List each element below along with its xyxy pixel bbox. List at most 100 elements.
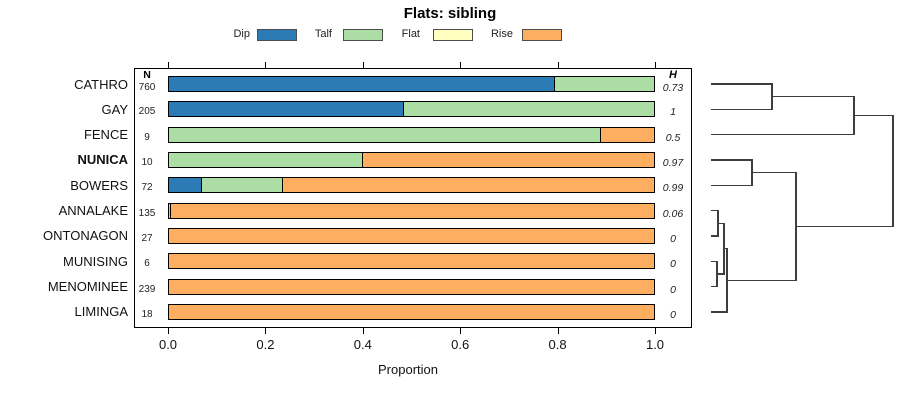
bar-panel-border xyxy=(134,68,692,328)
bar-segment-talf xyxy=(168,126,601,143)
h-value: 0 xyxy=(670,232,676,245)
dendrogram-line-h xyxy=(795,225,893,228)
bar-segment-rise xyxy=(168,278,655,295)
x-tick-top xyxy=(265,62,267,68)
dendrogram-line-h xyxy=(711,209,718,212)
dendrogram-line-h xyxy=(717,222,724,225)
x-tick-bottom xyxy=(557,328,559,334)
n-value: 205 xyxy=(138,106,156,118)
n-value: 9 xyxy=(144,131,150,143)
row-label-menominee: MENOMINEE xyxy=(47,279,128,295)
h-value: 0 xyxy=(670,308,676,321)
bar-segment-rise xyxy=(168,253,655,270)
dendrogram-line-v xyxy=(726,247,728,313)
row-label-ontonagon: ONTONAGON xyxy=(43,228,128,244)
bar-segment-dip xyxy=(168,76,556,92)
h-value: 1 xyxy=(670,106,676,119)
dendrogram-line-v xyxy=(723,222,725,275)
bar-segment-rise xyxy=(168,303,655,320)
row-label-liminga: LIMINGA xyxy=(74,304,128,320)
row-label-cathro: CATHRO xyxy=(74,76,128,92)
chart-title: Flats: sibling xyxy=(403,5,497,22)
n-column-header: N xyxy=(143,69,151,81)
dendrogram-line-h xyxy=(711,108,772,111)
x-axis-label: Proportion xyxy=(378,362,438,377)
dendrogram-line-v xyxy=(892,114,894,228)
x-tick-bottom xyxy=(265,328,267,334)
bar-segment-talf xyxy=(200,177,283,194)
dendrogram-line-h xyxy=(711,260,717,263)
h-value: 0.73 xyxy=(662,82,684,94)
dendrogram-line-v xyxy=(717,209,719,237)
legend-swatch-rise xyxy=(522,29,562,41)
dendrogram-line-v xyxy=(771,83,773,111)
legend-label-rise: Rise xyxy=(490,28,513,40)
bar-segment-rise xyxy=(281,177,655,194)
legend-swatch-dip xyxy=(257,29,297,41)
h-value: 0 xyxy=(670,283,676,296)
h-value: 0.5 xyxy=(665,131,681,144)
n-value: 27 xyxy=(141,232,153,244)
x-tick-label: 1.0 xyxy=(645,337,665,352)
dendrogram-line-h xyxy=(711,235,718,237)
x-tick-label: 0.0 xyxy=(158,337,178,352)
row-label-munising: MUNISING xyxy=(63,253,128,269)
x-tick-label: 0.2 xyxy=(256,337,275,352)
dendrogram-line-v xyxy=(853,95,855,136)
x-tick-bottom xyxy=(460,328,462,334)
bar-segment-talf xyxy=(554,76,655,92)
dendrogram-line-h xyxy=(727,279,796,282)
x-tick-bottom xyxy=(168,328,169,334)
dendrogram-line-h xyxy=(711,159,752,161)
bar-segment-rise xyxy=(599,126,655,143)
dendrogram-line-h xyxy=(711,184,752,187)
legend-label-talf: Talf xyxy=(314,28,332,40)
dendrogram-line-h xyxy=(711,285,717,288)
x-tick-bottom xyxy=(362,328,364,334)
x-tick-label: 0.8 xyxy=(548,337,567,352)
dendrogram-line-h xyxy=(771,95,855,98)
dendrogram-line-h xyxy=(854,114,893,117)
legend-swatch-talf xyxy=(343,29,383,41)
dendrogram-line-v xyxy=(795,171,797,282)
n-value: 10 xyxy=(141,156,153,168)
row-label-gay: GAY xyxy=(101,101,129,117)
dendrogram-line-h xyxy=(711,83,772,85)
n-value: 760 xyxy=(138,82,156,93)
dendrogram-line-v xyxy=(716,260,718,288)
dendrogram-line-h xyxy=(751,171,796,174)
x-tick-bottom xyxy=(655,328,656,334)
n-value: 239 xyxy=(138,283,156,295)
x-tick-top xyxy=(362,62,364,68)
n-value: 18 xyxy=(141,308,153,320)
bar-segment-rise xyxy=(168,227,655,244)
x-tick-top xyxy=(655,62,656,68)
legend-label-dip: Dip xyxy=(233,28,250,40)
row-label-bowers: BOWERS xyxy=(70,177,128,193)
x-tick-top xyxy=(460,62,462,68)
h-value: 0.99 xyxy=(662,182,684,195)
legend-label-flat: Flat xyxy=(401,28,420,40)
dendrogram-line-h xyxy=(711,311,728,313)
row-label-nunica: NUNICA xyxy=(77,152,128,168)
bar-segment-rise xyxy=(361,151,655,168)
bar-segment-dip xyxy=(168,101,405,118)
x-tick-label: 0.4 xyxy=(353,337,372,352)
bar-segment-dip xyxy=(168,177,202,194)
n-value: 6 xyxy=(144,258,150,270)
bar-segment-talf xyxy=(403,101,655,118)
h-value: 0.97 xyxy=(662,156,684,169)
x-tick-top xyxy=(168,62,169,68)
dendrogram-line-h xyxy=(711,133,855,136)
h-column-header: H xyxy=(669,69,677,81)
dendrogram-line-h xyxy=(723,247,728,250)
n-value: 135 xyxy=(138,207,156,219)
dendrogram-line-h xyxy=(717,273,724,275)
x-tick-label: 0.6 xyxy=(451,337,470,352)
h-value: 0.06 xyxy=(662,207,684,220)
row-label-fence: FENCE xyxy=(83,127,128,143)
n-value: 72 xyxy=(141,182,153,194)
legend-swatch-flat xyxy=(433,29,473,41)
row-label-annalake: ANNALAKE xyxy=(58,203,128,219)
